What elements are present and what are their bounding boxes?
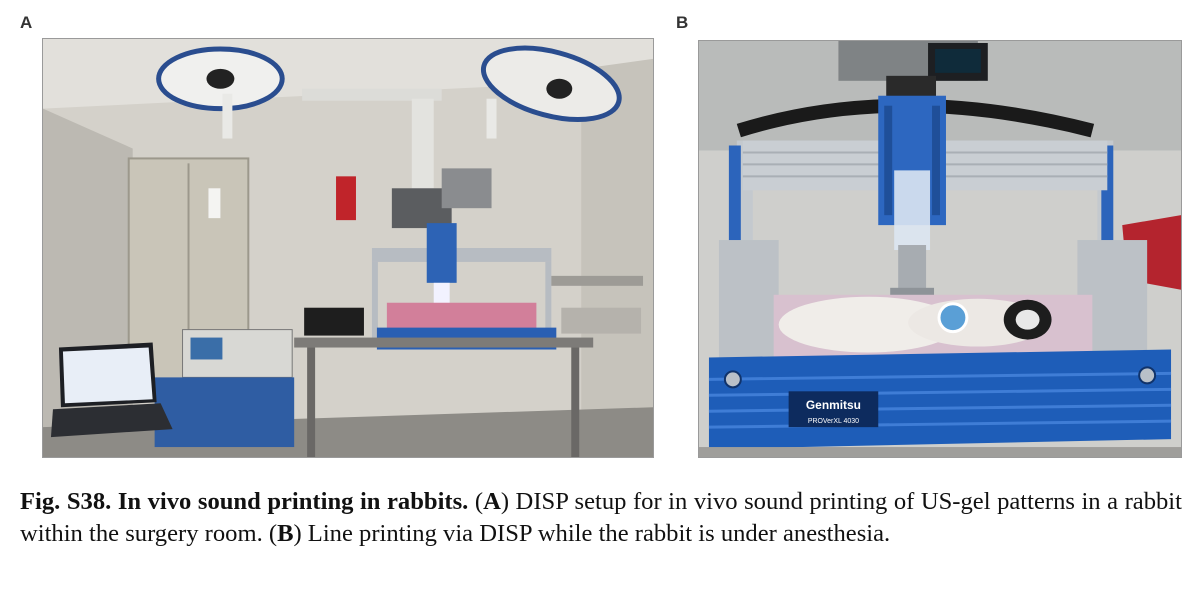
panel-a-label: A <box>20 13 33 32</box>
photo-surgery-room-setup <box>42 38 654 458</box>
machine-brand-text: Genmitsu <box>806 398 861 412</box>
caption-fig-title: In vivo sound printing in rabbits. <box>117 488 469 515</box>
photo-line-printing-closeup: Genmitsu PROVerXL 4030 <box>698 40 1182 458</box>
figure-caption: Fig. S38. In vivo sound printing in rabb… <box>20 486 1182 550</box>
caption-part-b-text: ) Line printing via DISP while the rabbi… <box>293 520 891 547</box>
caption-fig-label: Fig. S38. <box>20 488 112 515</box>
caption-open-paren: ( <box>468 488 484 515</box>
panel-b-label: B <box>676 13 689 32</box>
machine-model-text: PROVerXL 4030 <box>808 418 859 425</box>
caption-part-b-letter: B <box>277 520 294 547</box>
caption-part-a-text: ) DISP setup for in vivo sound printing … <box>20 488 1182 547</box>
caption-part-a-letter: A <box>483 488 501 515</box>
